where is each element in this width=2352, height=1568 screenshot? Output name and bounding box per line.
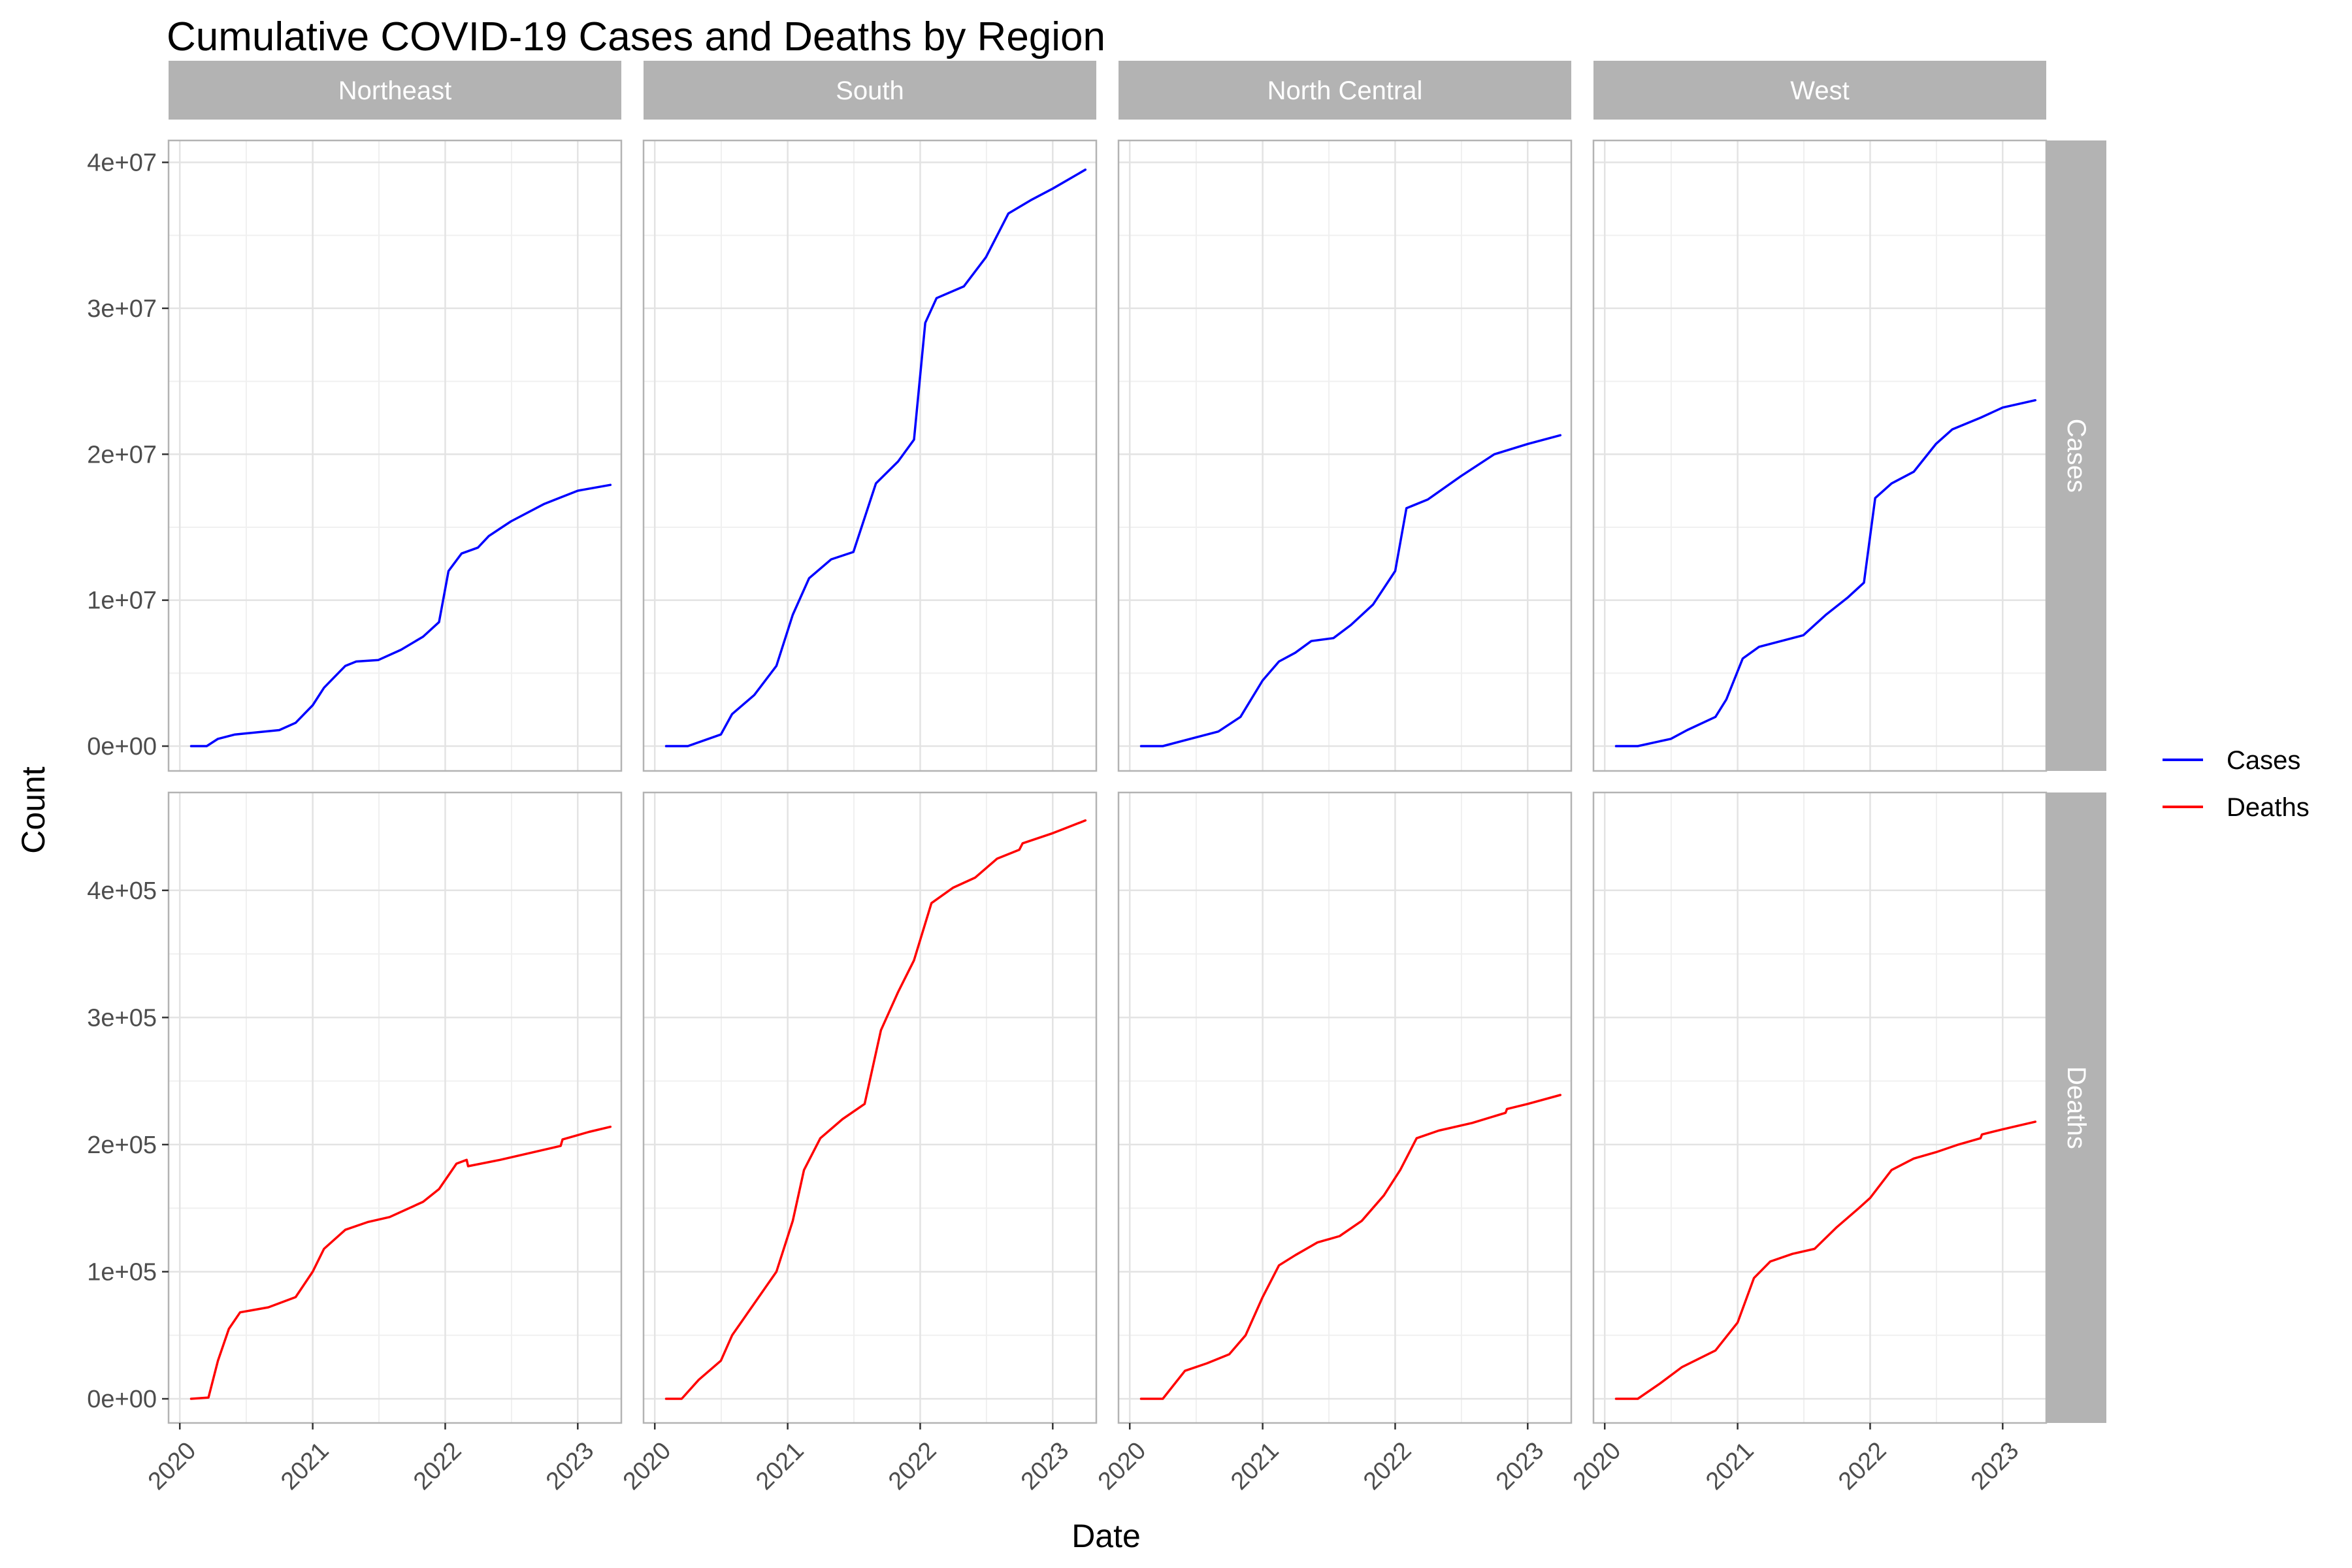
panel-south-cases: South — [642, 61, 1098, 772]
strip-label-north-central: North Central — [1267, 76, 1423, 105]
strip-west — [1593, 61, 2046, 120]
legend-label-cases: Cases — [2227, 746, 2300, 775]
strip-north-central — [1119, 61, 1571, 120]
series-line-deaths-west — [1614, 1120, 2037, 1400]
series-line-cases-west — [1614, 399, 2037, 747]
panel-border — [642, 791, 1098, 1424]
series-line-cases-south — [664, 168, 1087, 747]
panel-border — [1117, 139, 1573, 772]
panel-border — [167, 139, 623, 772]
panel-border — [167, 791, 623, 1424]
chart-title: Cumulative COVID-19 Cases and Deaths by … — [167, 14, 1105, 59]
y-tick-label: 1e+07 — [87, 587, 157, 615]
strip-south — [644, 61, 1096, 120]
series-line-cases-northeast — [189, 483, 612, 747]
y-tick-label: 0e+00 — [87, 1386, 157, 1413]
strip-label-cases: Cases — [2062, 419, 2091, 493]
y-tick-label: 3e+05 — [87, 1004, 157, 1032]
series-line-deaths-north-central — [1139, 1094, 1562, 1400]
strip-label-northeast: Northeast — [338, 76, 451, 105]
y-tick-label: 3e+07 — [87, 295, 157, 323]
y-tick-label: 0e+00 — [87, 733, 157, 760]
series-line-deaths-northeast — [189, 1125, 612, 1400]
panel-border — [1117, 791, 1573, 1424]
strip-label-south: South — [836, 76, 904, 105]
y-tick-label: 1e+05 — [87, 1258, 157, 1286]
strip-cases — [2046, 140, 2106, 771]
strip-label-deaths: Deaths — [2062, 1066, 2091, 1149]
x-axis-title: Date — [1071, 1518, 1141, 1554]
strip-deaths — [2046, 792, 2106, 1423]
legend: Cases Deaths — [2163, 746, 2310, 822]
strip-northeast — [169, 61, 621, 120]
series-line-cases-north-central — [1139, 434, 1562, 747]
panel-north-central-cases: North Central — [1117, 61, 1573, 772]
strip-label-west: West — [1790, 76, 1849, 105]
series-line-deaths-south — [664, 819, 1087, 1400]
y-tick-label: 2e+05 — [87, 1132, 157, 1159]
y-tick-label: 4e+05 — [87, 877, 157, 905]
y-tick-label: 4e+07 — [87, 150, 157, 177]
panel-west-cases: West — [1592, 61, 2048, 772]
y-axis-title: Count — [15, 766, 52, 854]
panel-border — [642, 139, 1098, 772]
panel-northeast-cases: Northeast 0e+00 1e+07 2e+07 3e+07 4e+07 — [87, 61, 623, 772]
y-tick-label: 2e+07 — [87, 441, 157, 468]
legend-label-deaths: Deaths — [2227, 793, 2310, 822]
